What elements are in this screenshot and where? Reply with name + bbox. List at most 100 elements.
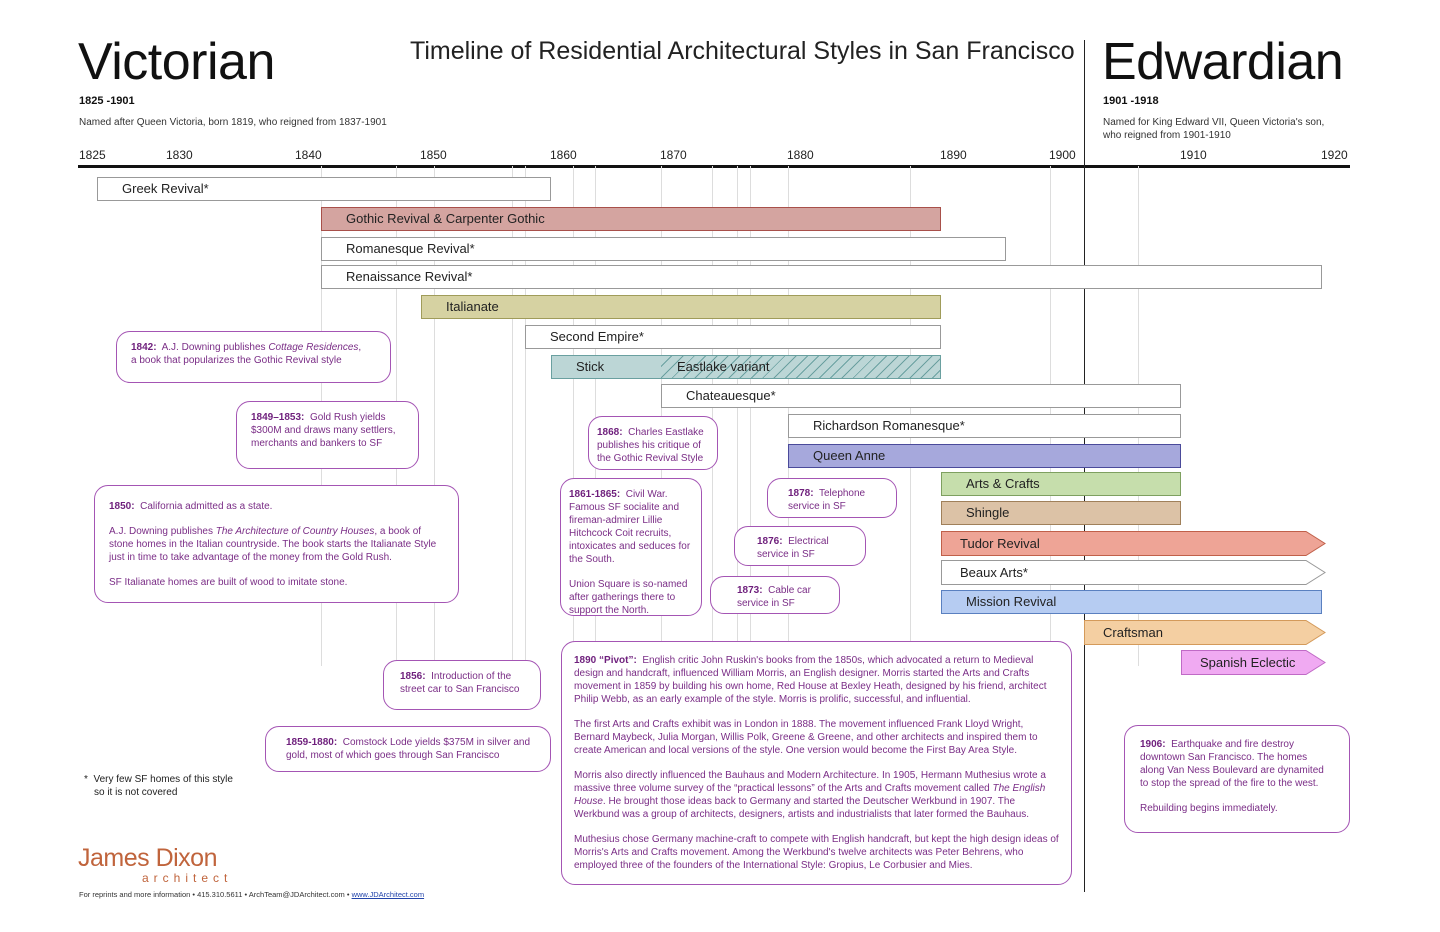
bar-queen-anne: Queen Anne bbox=[788, 444, 1181, 468]
note-1842-italic: Cottage Residences bbox=[268, 342, 359, 353]
bar-chateauesque: Chateauesque* bbox=[661, 384, 1181, 408]
note-1861: 1861-1865: Civil War. Famous SF socialit… bbox=[560, 478, 702, 616]
x-tick-1870: 1870 bbox=[660, 148, 687, 162]
bar-beaux-arts: Beaux Arts* bbox=[941, 560, 1326, 585]
bar-label-stick: Stick bbox=[576, 359, 605, 374]
bar-label-shingle: Shingle bbox=[966, 505, 1010, 520]
bar-italianate: Italianate bbox=[421, 295, 941, 319]
note-1849-text: Gold Rush yields bbox=[309, 412, 386, 423]
bar-arts-crafts: Arts & Crafts bbox=[941, 472, 1181, 496]
brand-name: James Dixon bbox=[78, 844, 218, 872]
note-1859-year: 1859-1880: bbox=[286, 737, 338, 748]
note-1849-line2: $300M and draws many settlers, bbox=[251, 425, 396, 436]
victorian-era-years: 1825 -1901 bbox=[79, 95, 135, 107]
note-1906-text: Earthquake and fire destroy downtown San… bbox=[1140, 739, 1324, 789]
note-1842-line2: a book that popularizes the Gothic Reviv… bbox=[131, 355, 342, 366]
note-1861-year: 1861-1865: bbox=[569, 489, 621, 500]
x-tick-1860: 1860 bbox=[550, 148, 577, 162]
x-axis-line bbox=[78, 165, 1350, 168]
note-1868-line3: the Gothic Revival Style bbox=[597, 453, 704, 464]
note-1856-year: 1856: bbox=[400, 671, 426, 682]
note-1868-year: 1868: bbox=[597, 427, 623, 438]
x-tick-1900: 1900 bbox=[1049, 148, 1076, 162]
bar-greek-revival: Greek Revival* bbox=[97, 177, 551, 201]
bar-label-chateauesque: Chateauesque* bbox=[686, 388, 776, 403]
note-1890-p3a: Morris also directly influenced the Bauh… bbox=[574, 770, 1046, 794]
note-1876-year: 1876: bbox=[757, 536, 783, 547]
x-tick-1920: 1920 bbox=[1321, 148, 1348, 162]
victorian-era-description: Named after Queen Victoria, born 1819, w… bbox=[79, 117, 387, 128]
x-tick-1825: 1825 bbox=[79, 148, 106, 162]
note-1850-p2-italic: The Architecture of Country Houses bbox=[215, 526, 375, 537]
footnote: * Very few SF homes of this style so it … bbox=[84, 773, 233, 799]
note-1876: 1876: Electrical service in SF bbox=[734, 526, 866, 566]
bar-label-renaissance-revival: Renaissance Revival* bbox=[346, 269, 473, 284]
note-1873: 1873: Cable car service in SF bbox=[710, 576, 840, 614]
bar-renaissance-revival: Renaissance Revival* bbox=[321, 265, 1322, 289]
note-1859-line2: gold, most of which goes through San Fra… bbox=[286, 750, 500, 761]
x-tick-1880: 1880 bbox=[787, 148, 814, 162]
bar-label-romanesque-revival: Romanesque Revival* bbox=[346, 241, 475, 256]
bar-label-greek-revival: Greek Revival* bbox=[122, 181, 209, 196]
note-1850-year: 1850: bbox=[109, 501, 135, 512]
note-1861-p1b: Famous SF socialite and fireman-admirer … bbox=[569, 502, 691, 565]
note-1906-p2: Rebuilding begins immediately. bbox=[1140, 803, 1278, 814]
bar-second-empire: Second Empire* bbox=[525, 325, 941, 349]
bar-tudor-revival: Tudor Revival bbox=[941, 531, 1326, 556]
bar-gothic-revival-carpenter-gothic: Gothic Revival & Carpenter Gothic bbox=[321, 207, 941, 231]
note-1849: 1849–1853: Gold Rush yields $300M and dr… bbox=[236, 401, 419, 469]
x-tick-1890: 1890 bbox=[940, 148, 967, 162]
note-1906-year: 1906: bbox=[1140, 739, 1166, 750]
gridline bbox=[525, 166, 526, 666]
note-1850-p3: SF Italianate homes are built of wood to… bbox=[109, 577, 348, 588]
bar-label-tudor-revival: Tudor Revival bbox=[960, 536, 1040, 551]
gridline bbox=[573, 166, 574, 666]
note-1868-text: Charles Eastlake bbox=[628, 427, 704, 438]
note-1850-p2b: , a book of stone homes in the Italian c… bbox=[109, 526, 437, 563]
note-1873-year: 1873: bbox=[737, 585, 763, 596]
website-link[interactable]: www.JDArchitect.com bbox=[351, 890, 425, 899]
x-tick-1840: 1840 bbox=[295, 148, 322, 162]
note-1861-p2: Union Square is so-named after gathering… bbox=[569, 579, 688, 616]
bar-romanesque-revival: Romanesque Revival* bbox=[321, 237, 1006, 261]
edwardian-desc-line2: who reigned from 1901-1910 bbox=[1103, 130, 1231, 141]
note-1856: 1856: Introduction of the street car to … bbox=[383, 660, 541, 710]
note-1859-text: Comstock Lode yields $375M in silver and bbox=[342, 737, 531, 748]
bar-label-spanish-eclectic: Spanish Eclectic bbox=[1200, 655, 1296, 670]
note-1890-pivot: 1890 “Pivot”: English critic John Ruskin… bbox=[561, 641, 1072, 885]
note-1878-text: Telephone bbox=[818, 488, 866, 499]
note-1890-p2: The first Arts and Crafts exhibit was in… bbox=[574, 719, 1038, 756]
brand-subtitle: architect bbox=[142, 871, 233, 885]
bar-eastlake-variant: Eastlake variant bbox=[661, 355, 941, 379]
gridline bbox=[712, 166, 713, 666]
edwardian-desc-line1: Named for King Edward VII, Queen Victori… bbox=[1103, 117, 1325, 128]
note-1842-year: 1842: bbox=[131, 342, 157, 353]
note-1842-text: A.J. Downing publishes bbox=[161, 342, 269, 353]
contact-text: For reprints and more information • 415.… bbox=[79, 890, 352, 899]
note-1873-line2: service in SF bbox=[737, 598, 795, 609]
bar-label-mission-revival: Mission Revival bbox=[966, 594, 1057, 609]
note-1906: 1906: Earthquake and fire destroy downto… bbox=[1124, 725, 1350, 833]
note-1890-p3b: . He brought those ideas back to Germany… bbox=[574, 796, 1030, 820]
note-1859: 1859-1880: Comstock Lode yields $375M in… bbox=[265, 726, 551, 772]
note-1890-p1: English critic John Ruskin's books from … bbox=[574, 655, 1047, 705]
bar-label-eastlake-variant: Eastlake variant bbox=[677, 359, 770, 374]
bar-label-arts-crafts: Arts & Crafts bbox=[966, 476, 1040, 491]
bar-mission-revival: Mission Revival bbox=[941, 590, 1322, 614]
note-1856-line2: street car to San Francisco bbox=[400, 684, 520, 695]
gridline bbox=[595, 166, 596, 666]
contact-line: For reprints and more information • 415.… bbox=[79, 890, 424, 899]
footnote-line1: Very few SF homes of this style bbox=[93, 774, 233, 785]
note-1878-year: 1878: bbox=[788, 488, 814, 499]
chart-title: Timeline of Residential Architectural St… bbox=[410, 37, 1075, 65]
note-1850: 1850: California admitted as a state. A.… bbox=[94, 485, 459, 603]
edwardian-era-title: Edwardian bbox=[1102, 33, 1344, 91]
note-1850-text: California admitted as a state. bbox=[140, 501, 273, 512]
note-1878: 1878: Telephone service in SF bbox=[767, 478, 897, 518]
gridline bbox=[737, 166, 738, 666]
note-1890-p4: Muthesius chose Germany machine-craft to… bbox=[574, 834, 1059, 871]
bar-richardson-romanesque: Richardson Romanesque* bbox=[788, 414, 1181, 438]
note-1890-p3-italic: The English House bbox=[574, 783, 1046, 807]
note-1849-line3: merchants and bankers to SF bbox=[251, 438, 383, 449]
victorian-era-title: Victorian bbox=[78, 33, 275, 91]
